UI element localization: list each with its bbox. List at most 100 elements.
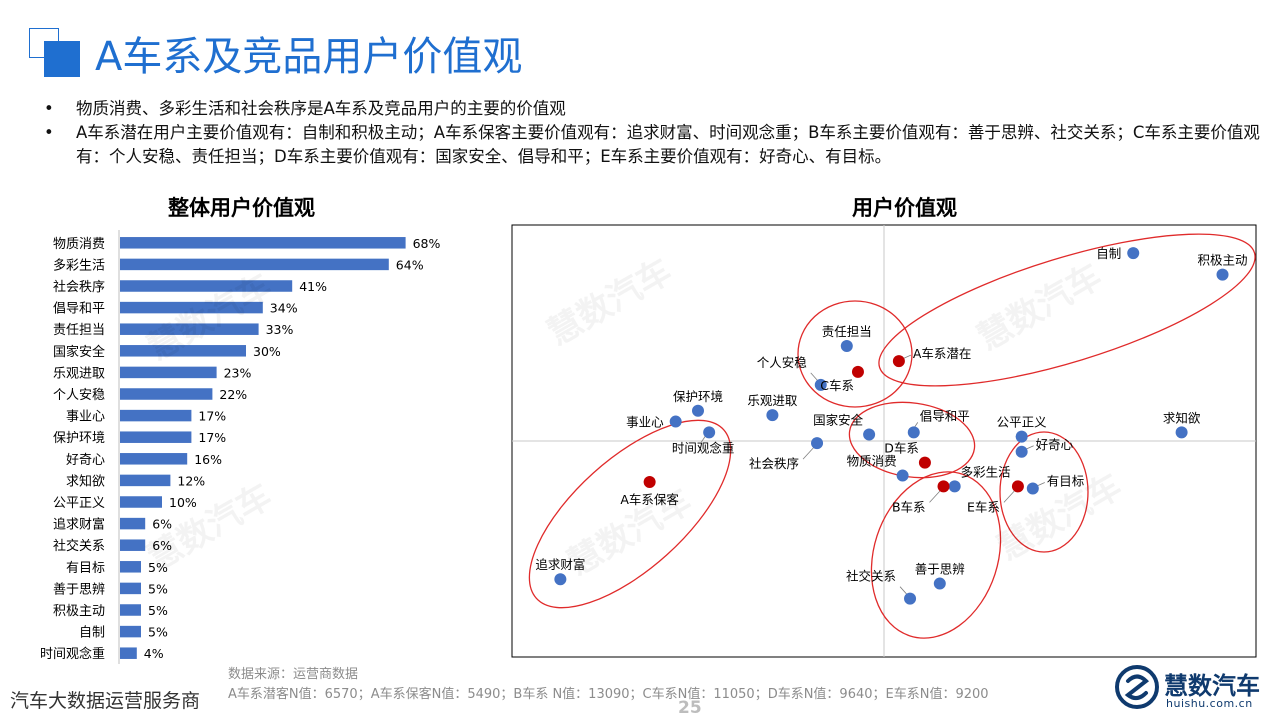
bar [120, 280, 293, 292]
bar-category-label: 追求财富 [53, 517, 105, 533]
value-point-label: 公平正义 [997, 415, 1048, 430]
page-title: A车系及竞品用户价值观 [95, 34, 523, 80]
segment-point [851, 365, 864, 378]
value-point [863, 428, 876, 441]
bar-chart: 物质消费 68% 多彩生活 64% 社会秩序 41% 倡导和平 34% 责任担当 33% 国家安全 3… [40, 230, 441, 664]
value-point-label: 时间观念重 [672, 440, 735, 455]
value-point-label: 求知欲 [1163, 410, 1201, 425]
value-point [840, 339, 853, 352]
summary-bullets: 物质消费、多彩生活和社会秩序是A车系及竞品用户的主要的价值观 A车系潜在用户主要… [42, 97, 1274, 169]
bar-category-label: 多彩生活 [53, 257, 105, 273]
bar-category-label: 社会秩序 [53, 279, 105, 295]
value-point [1015, 445, 1028, 458]
bullet-item: A车系潜在用户主要价值观有：自制和积极主动；A车系保客主要价值观有：追求财富、时… [42, 121, 1274, 169]
bar-category-label: 自制 [79, 626, 105, 641]
group-ellipse [797, 300, 913, 408]
brand-logo: 慧数汽车 huishu.com.cn [1114, 664, 1274, 714]
bar-value-label: 22% [219, 387, 247, 402]
value-point [948, 480, 961, 493]
brand-logo-url: huishu.com.cn [1166, 697, 1253, 710]
value-point-label: 责任担当 [822, 324, 872, 339]
scatter-chart-title: 用户价值观 [852, 196, 957, 220]
bullet-item: 物质消费、多彩生活和社会秩序是A车系及竞品用户的主要的价值观 [42, 97, 1274, 121]
segment-point-label: C车系 [820, 378, 854, 393]
bar [120, 323, 259, 335]
bar-value-label: 68% [413, 236, 441, 251]
bar [120, 388, 213, 400]
bar-value-label: 30% [253, 344, 281, 359]
value-point-label: 物质消费 [847, 454, 897, 469]
bar-value-label: 64% [396, 257, 424, 272]
bar-value-label: 4% [144, 646, 164, 661]
bar [120, 604, 141, 616]
bar-category-label: 积极主动 [53, 604, 105, 619]
bar [120, 345, 246, 357]
bar-value-label: 5% [148, 560, 168, 575]
bar-value-label: 5% [148, 625, 168, 640]
bar-value-label: 16% [194, 452, 222, 467]
bar-value-label: 5% [148, 603, 168, 618]
bar-category-label: 社交关系 [53, 538, 105, 554]
segment-point-label: B车系 [892, 499, 926, 514]
footer-tagline: 汽车大数据运营服务商 [10, 690, 201, 712]
bar-category-label: 求知欲 [66, 473, 105, 489]
value-point-label: 多彩生活 [961, 464, 1011, 479]
segment-point-label: A车系潜在 [913, 346, 972, 361]
bar [120, 431, 192, 443]
value-point-label: 自制 [1096, 246, 1121, 261]
bar-value-label: 23% [224, 365, 252, 380]
value-point-label: 好奇心 [1036, 437, 1074, 452]
value-point-label: 事业心 [626, 415, 664, 430]
value-point-label: 社会秩序 [749, 456, 799, 471]
value-point-label: 社交关系 [846, 569, 896, 584]
bar-category-label: 乐观进取 [53, 366, 105, 381]
value-point-label: 国家安全 [813, 413, 864, 428]
sample-size-note: A车系潜客N值：6570；A车系保客N值：5490；B车系 N值：13090；C… [228, 687, 989, 702]
bar-value-label: 6% [152, 517, 172, 532]
segment-point-label: E车系 [967, 499, 1000, 514]
bar-category-label: 事业心 [66, 410, 105, 425]
bar-category-label: 倡导和平 [53, 302, 105, 317]
bar-value-label: 12% [177, 473, 205, 488]
bar [120, 561, 141, 573]
value-point [811, 437, 824, 450]
value-point-label: 有目标 [1047, 474, 1085, 489]
title-decoration-fill [44, 41, 80, 77]
bar-category-label: 善于思辨 [53, 581, 105, 597]
value-point [933, 577, 946, 590]
group-ellipse [999, 431, 1089, 553]
segment-point-label: A车系保客 [620, 492, 679, 507]
label-leader-line [700, 436, 706, 443]
data-source-note: 数据来源：运营商数据 [228, 667, 359, 682]
value-point [1026, 482, 1039, 495]
segment-point [643, 476, 656, 489]
bar [120, 453, 188, 465]
bar-category-label: 保护环境 [53, 431, 105, 446]
value-point-label: 倡导和平 [920, 408, 970, 423]
value-point-label: 保护环境 [673, 389, 723, 404]
bar [120, 496, 162, 508]
bar [120, 237, 406, 249]
group-ellipse [870, 471, 1002, 639]
segment-point [918, 456, 931, 469]
group-ellipse [528, 419, 732, 609]
bar-category-label: 时间观念重 [40, 646, 105, 662]
value-point [692, 404, 704, 417]
label-leader-line [1003, 490, 1016, 503]
value-point [1216, 268, 1229, 281]
bar-category-label: 个人安稳 [53, 387, 105, 403]
value-point [904, 592, 917, 605]
bar-category-label: 责任担当 [53, 323, 105, 338]
bar [120, 582, 141, 595]
bar-category-label: 好奇心 [66, 452, 105, 468]
value-point [703, 426, 716, 439]
value-point [1127, 247, 1140, 260]
bar-category-label: 公平正义 [53, 496, 105, 511]
bar-value-label: 6% [152, 538, 172, 553]
value-point-label: 积极主动 [1198, 253, 1248, 268]
value-point [814, 378, 827, 391]
bar [120, 539, 146, 551]
bar-category-label: 物质消费 [53, 237, 105, 252]
bar [120, 301, 263, 314]
